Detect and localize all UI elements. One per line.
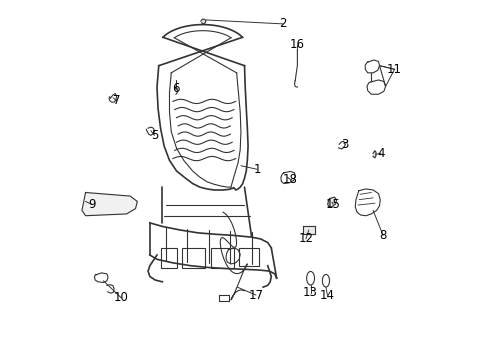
Text: 8: 8 xyxy=(379,229,386,242)
Polygon shape xyxy=(303,226,315,234)
Text: 7: 7 xyxy=(113,94,120,107)
Text: 12: 12 xyxy=(298,233,313,246)
Text: 14: 14 xyxy=(319,288,334,302)
Text: 1: 1 xyxy=(253,163,260,176)
Text: 11: 11 xyxy=(386,63,401,76)
Text: 15: 15 xyxy=(325,198,340,211)
Text: 3: 3 xyxy=(341,138,348,151)
Text: 10: 10 xyxy=(114,291,128,305)
Text: 9: 9 xyxy=(88,198,95,211)
Text: 2: 2 xyxy=(279,17,286,30)
Polygon shape xyxy=(327,197,336,207)
Text: 4: 4 xyxy=(376,147,384,160)
Polygon shape xyxy=(372,151,375,158)
Polygon shape xyxy=(82,193,137,216)
Text: 13: 13 xyxy=(303,286,317,299)
Text: 5: 5 xyxy=(150,129,158,142)
Text: 18: 18 xyxy=(282,173,297,186)
Polygon shape xyxy=(201,19,205,24)
Text: 16: 16 xyxy=(289,39,304,51)
Text: 17: 17 xyxy=(248,288,263,302)
Text: 6: 6 xyxy=(172,82,179,95)
